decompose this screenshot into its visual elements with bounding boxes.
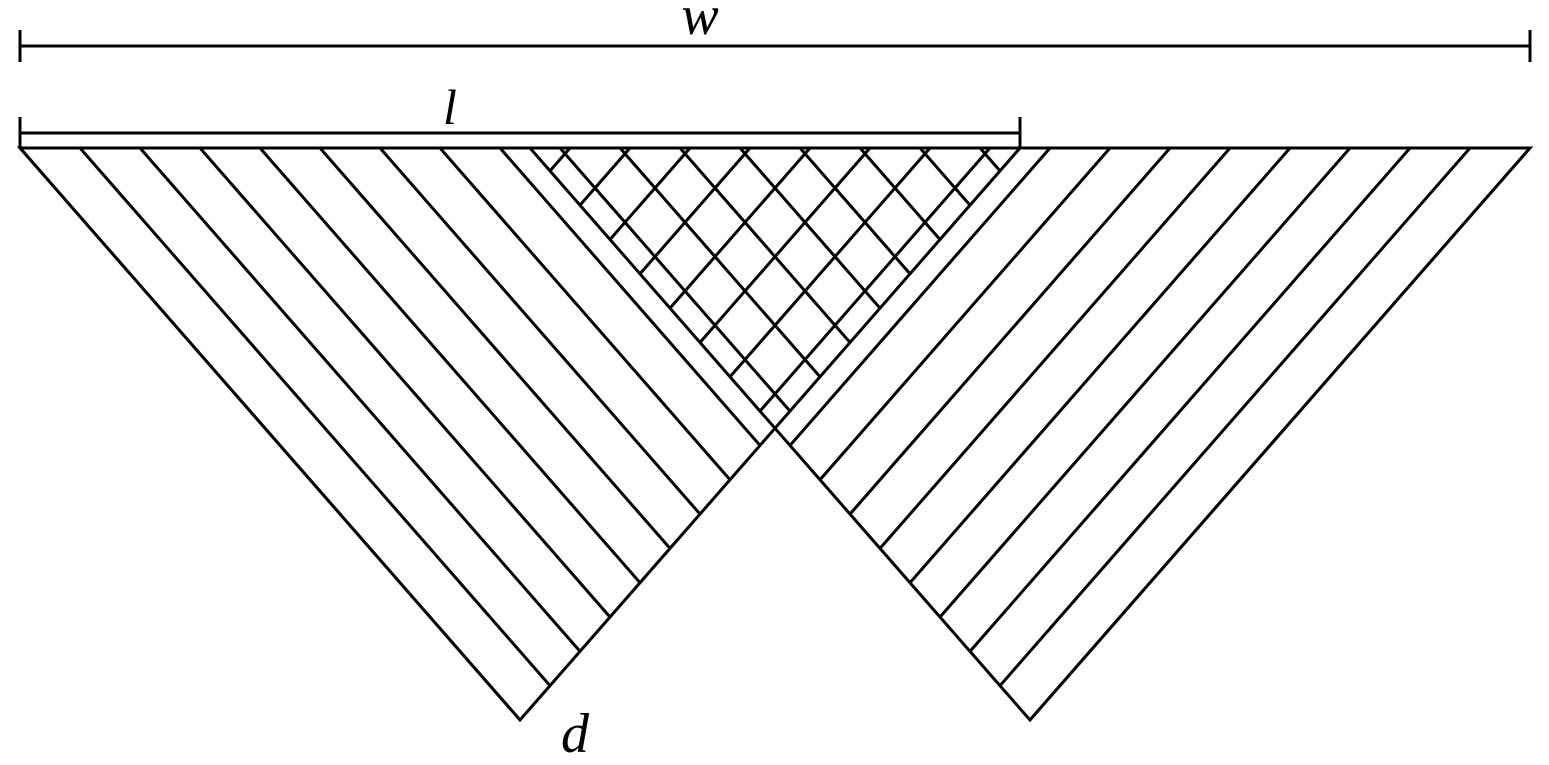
diagram-stage: w l d (0, 0, 1549, 761)
diagram-svg (0, 0, 1549, 761)
label-l: l (443, 82, 457, 132)
label-w: w (681, 0, 718, 44)
label-d: d (561, 706, 589, 762)
